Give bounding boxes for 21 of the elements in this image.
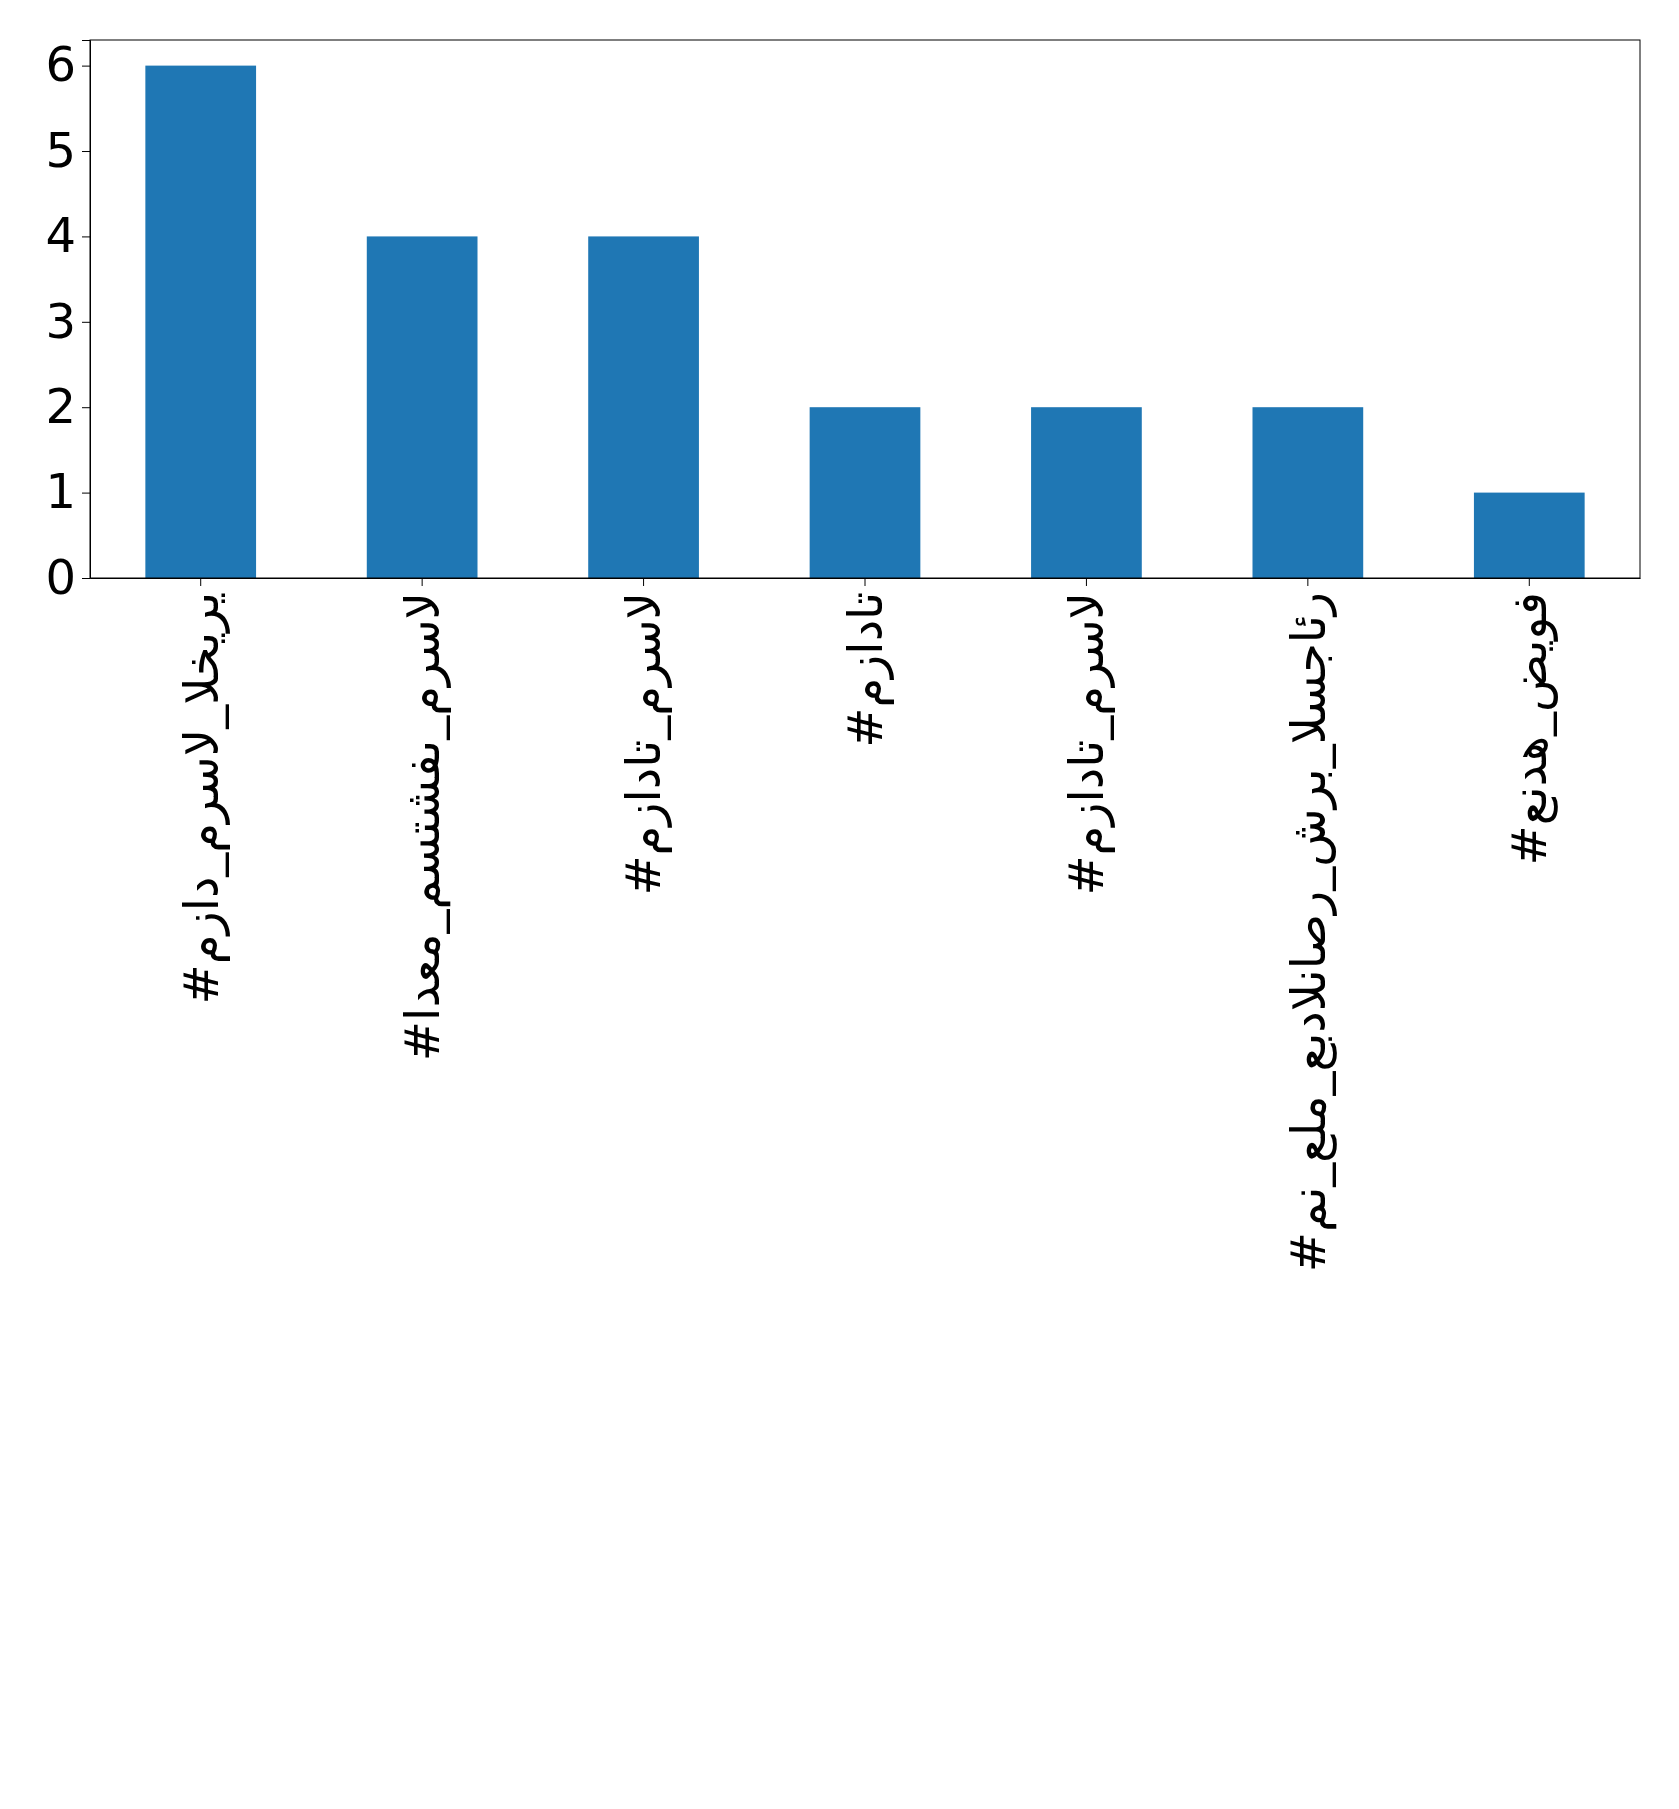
x-tick-label: #مزادات_مرسال xyxy=(1058,592,1116,896)
x-tick-label: #من_علم_عبدالناصر_شرب_السجائر xyxy=(1279,592,1337,1273)
bar xyxy=(588,236,699,578)
bar xyxy=(1473,492,1585,578)
x-tick-label: #عنده_ضيوف xyxy=(1501,592,1559,866)
x-tick-label: #مزاد_مرسال_الخيري xyxy=(172,592,230,1005)
y-tick-label: 3 xyxy=(45,292,76,349)
bar xyxy=(366,236,478,578)
bar xyxy=(1031,407,1142,578)
y-tick-label: 4 xyxy=(45,207,76,264)
y-tick-label: 6 xyxy=(45,36,76,93)
y-tick-label: 1 xyxy=(45,463,76,520)
y-tick-label: 2 xyxy=(45,378,76,435)
x-tick-label: #مزادات_مرسال xyxy=(615,592,673,896)
x-tick-label: #مزادات xyxy=(836,592,894,748)
x-tick-label: #ادعم_مستشفى_مرسال xyxy=(393,592,451,1062)
y-tick-label: 0 xyxy=(45,548,76,605)
bar xyxy=(1252,407,1364,578)
bar xyxy=(809,407,921,578)
y-tick-label: 5 xyxy=(45,121,76,178)
bar xyxy=(145,65,257,578)
